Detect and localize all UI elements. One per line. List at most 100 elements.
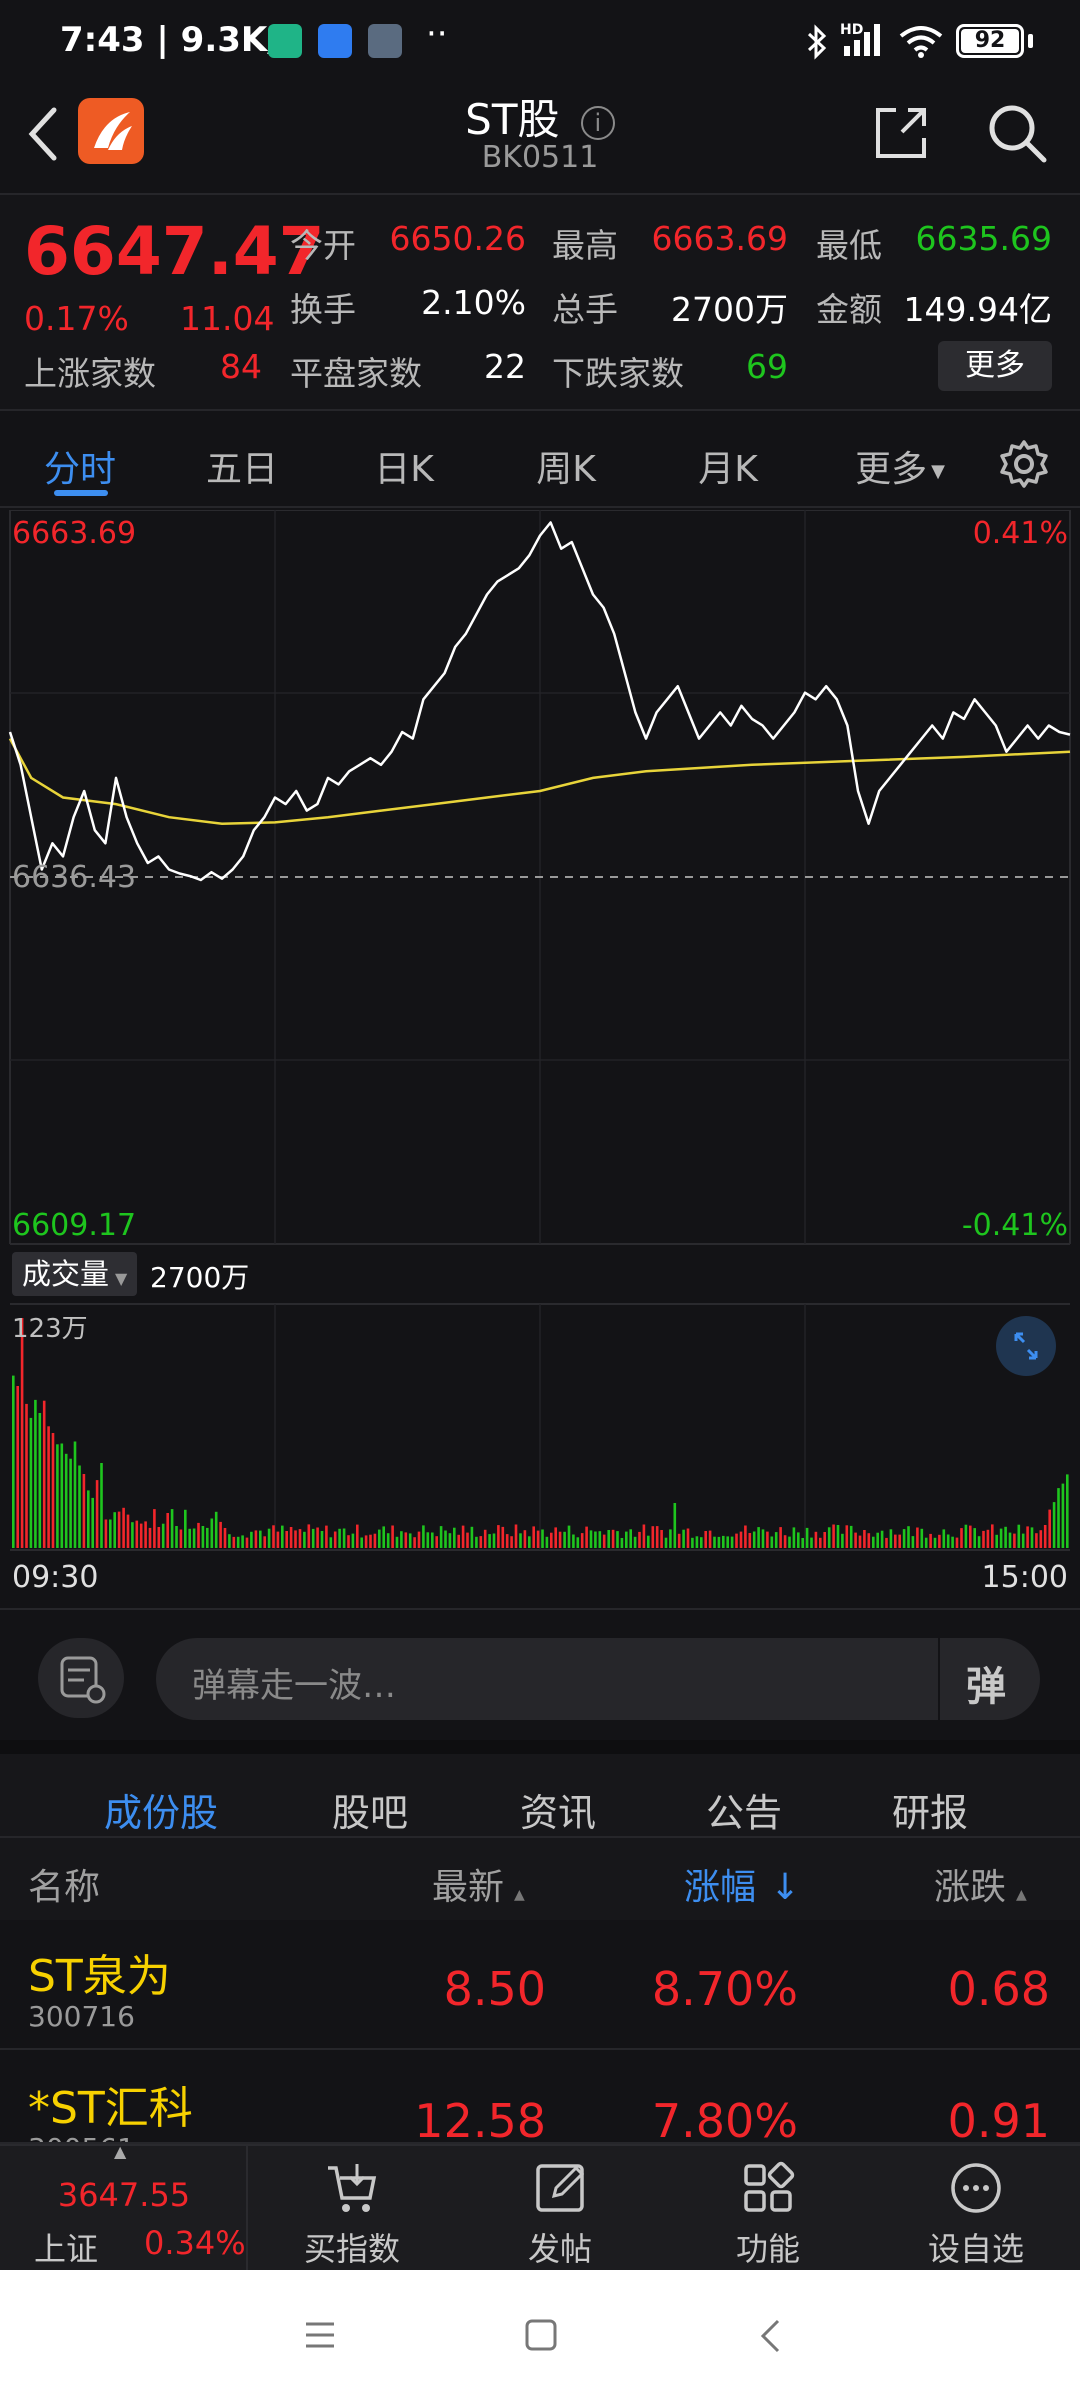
volume-bar bbox=[144, 1521, 147, 1548]
volume-bar bbox=[938, 1534, 941, 1548]
more-dots-icon: ·· bbox=[426, 14, 448, 54]
tab-intraday[interactable]: 分时 bbox=[43, 449, 116, 490]
volume-bar bbox=[774, 1532, 778, 1548]
volume-bar bbox=[1017, 1524, 1021, 1548]
change-percent: 0.17% bbox=[24, 299, 129, 338]
volume-bar bbox=[109, 1519, 112, 1548]
volume-bar bbox=[461, 1525, 465, 1548]
nav-functions[interactable]: 功能 bbox=[735, 2230, 800, 2268]
volume-bar bbox=[192, 1528, 196, 1548]
volume-bar bbox=[391, 1525, 394, 1548]
amount-label: 金额 bbox=[816, 290, 882, 329]
nav-add-watchlist[interactable]: 设自选 bbox=[927, 2230, 1024, 2268]
volume-bar bbox=[519, 1533, 522, 1548]
volume-bar bbox=[1048, 1509, 1051, 1548]
volume-bar bbox=[872, 1536, 875, 1548]
status-time: 7:43 | 9.3K/s bbox=[60, 20, 300, 60]
volume-bar bbox=[87, 1490, 90, 1548]
volume-bar bbox=[228, 1534, 231, 1548]
volume-bar bbox=[999, 1528, 1003, 1548]
danmaku-toggle-icon[interactable]: 弹 bbox=[966, 1664, 1006, 1710]
tab-five-day[interactable]: 五日 bbox=[205, 449, 278, 490]
danmaku-input[interactable]: 弹幕走一波… 弹 bbox=[156, 1638, 1040, 1720]
volume-bar bbox=[201, 1526, 205, 1548]
volume-bar bbox=[1008, 1532, 1012, 1548]
volume-bar bbox=[400, 1531, 403, 1548]
more-button[interactable]: 更多 bbox=[938, 341, 1052, 391]
settings-gear-icon[interactable] bbox=[998, 438, 1050, 490]
col-chg[interactable]: 涨跌 ▲ bbox=[934, 1858, 1027, 1910]
volume-bar bbox=[422, 1525, 425, 1548]
volume-bar bbox=[285, 1531, 288, 1548]
tab-constituents[interactable]: 成份股 bbox=[104, 1791, 219, 1835]
volume-bar bbox=[523, 1530, 527, 1548]
high-value: 6663.69 bbox=[651, 219, 788, 258]
volume-bar bbox=[42, 1400, 46, 1548]
volume-bar bbox=[752, 1531, 756, 1548]
volume-bar bbox=[382, 1526, 385, 1548]
volume-bar bbox=[378, 1529, 381, 1548]
volume-bar bbox=[20, 1318, 24, 1548]
volume-bar bbox=[131, 1522, 134, 1548]
tab-news[interactable]: 资讯 bbox=[520, 1791, 597, 1835]
volume-bar bbox=[616, 1531, 619, 1548]
nav-buy-index[interactable]: 买指数 bbox=[303, 2230, 400, 2268]
volume-bar bbox=[528, 1536, 531, 1548]
volume-bar bbox=[338, 1528, 341, 1548]
share-icon[interactable] bbox=[872, 104, 930, 162]
intraday-chart[interactable]: 6663.69 0.41% 6636.43 6609.17 -0.41% 成交量… bbox=[0, 509, 1080, 1610]
volume-bar bbox=[47, 1426, 50, 1548]
search-icon[interactable] bbox=[986, 102, 1048, 164]
volume-bar bbox=[170, 1509, 174, 1548]
volume-bar bbox=[16, 1386, 19, 1548]
volume-bar bbox=[955, 1537, 959, 1548]
expand-icon[interactable] bbox=[996, 1316, 1056, 1376]
volume-bar bbox=[991, 1524, 994, 1548]
back-icon[interactable] bbox=[24, 104, 64, 164]
tab-announcements[interactable]: 公告 bbox=[706, 1791, 783, 1835]
down-count: 69 bbox=[746, 347, 788, 386]
volume-bar bbox=[567, 1525, 571, 1548]
volume-bar bbox=[1057, 1488, 1060, 1548]
bluetooth-badge-icon bbox=[318, 24, 352, 58]
tab-research[interactable]: 研报 bbox=[892, 1791, 969, 1835]
tab-more[interactable]: 更多 ▼ bbox=[830, 440, 970, 492]
tab-weekly-k[interactable]: 周K bbox=[536, 449, 596, 490]
volume-bar bbox=[395, 1536, 399, 1548]
axis-top-pct: 0.41% bbox=[972, 516, 1068, 551]
info-icon[interactable]: i bbox=[580, 105, 615, 140]
volume-bar bbox=[272, 1525, 275, 1548]
volume-bar bbox=[241, 1535, 244, 1548]
index-ticker[interactable]: ▲ 3647.55 上证 0.34% bbox=[0, 2142, 248, 2272]
col-pct[interactable]: 涨幅 ↓ bbox=[684, 1858, 800, 1910]
volume-bar bbox=[832, 1524, 835, 1548]
tab-forum[interactable]: 股吧 bbox=[332, 1791, 409, 1835]
back-nav-icon[interactable] bbox=[758, 2318, 782, 2354]
danmaku-list-button[interactable] bbox=[38, 1638, 124, 1718]
volume-bar bbox=[73, 1441, 77, 1548]
volume-bar bbox=[770, 1536, 774, 1548]
danmaku-list-icon bbox=[60, 1656, 106, 1704]
col-name[interactable]: 名称 bbox=[28, 1867, 101, 1908]
volume-bar bbox=[713, 1536, 716, 1548]
volume-bar bbox=[739, 1531, 743, 1548]
home-icon[interactable] bbox=[524, 2318, 558, 2352]
table-row[interactable]: *ST汇科 300561 12.58 7.80% 0.91 bbox=[0, 2052, 1080, 2144]
col-latest[interactable]: 最新 ▲ bbox=[432, 1858, 525, 1910]
table-row[interactable]: ST泉为 300716 8.50 8.70% 0.68 bbox=[0, 1920, 1080, 2050]
volume-selector[interactable]: 成交量 ▼ bbox=[12, 1252, 138, 1296]
menu-icon[interactable] bbox=[304, 2320, 336, 2350]
volume-bar bbox=[135, 1520, 139, 1548]
volume-bar bbox=[580, 1533, 584, 1548]
tab-monthly-k[interactable]: 月K bbox=[698, 449, 758, 490]
nav-post[interactable]: 发帖 bbox=[527, 2230, 592, 2268]
volume-bar bbox=[263, 1536, 266, 1548]
volume-bar bbox=[986, 1529, 990, 1548]
col-latest-label: 最新 bbox=[432, 1867, 505, 1908]
tab-daily-k[interactable]: 日K bbox=[374, 449, 434, 490]
volume-bar bbox=[95, 1480, 99, 1548]
volume-bar bbox=[311, 1528, 315, 1548]
volume-bar bbox=[677, 1533, 681, 1548]
volume-bar bbox=[792, 1527, 796, 1548]
volume-bar bbox=[532, 1526, 535, 1548]
